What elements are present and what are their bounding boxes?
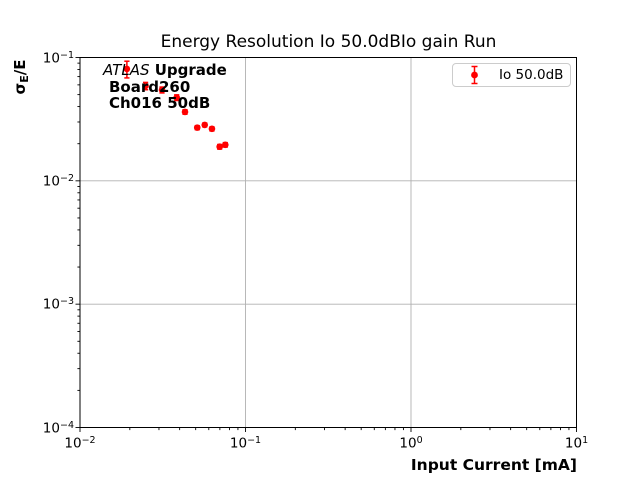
x-tick-label: 10−2: [64, 435, 96, 452]
data-point: [201, 121, 209, 129]
axes-frame: [79, 57, 577, 428]
data-point: [173, 94, 181, 101]
y-axis-label-rest: /E: [11, 59, 29, 76]
y-tick-label: 10−2: [42, 172, 74, 190]
y-tick-label: 10−4: [42, 419, 74, 437]
legend-label: Io 50.0dB: [499, 67, 564, 83]
x-tick-label: 100: [399, 435, 423, 452]
annotation-line-2: Board260: [109, 77, 191, 96]
y-axis-label-subscript: E: [18, 75, 31, 83]
annotation-line-3: Ch016 50dB: [109, 94, 211, 112]
y-axis-label: σE/E: [11, 59, 31, 95]
y-tick-label: 10−1: [42, 49, 74, 67]
data-point: [142, 82, 149, 90]
x-tick-label: 101: [564, 435, 589, 452]
data-point: [193, 124, 201, 131]
legend-box: Io 50.0dB: [452, 63, 571, 87]
x-tick-label: 10−1: [229, 435, 262, 452]
data-point: [123, 65, 131, 73]
annotation-upgrade: Upgrade: [149, 61, 227, 79]
x-axis-label: Input Current [mA]: [410, 456, 577, 474]
data-point: [216, 143, 223, 151]
annotation-line-1: ATLAS Upgrade: [103, 62, 227, 79]
annotation-block: ATLAS Upgrade Board260 Ch016 50dB: [103, 62, 227, 112]
y-tick-label: 10−3: [42, 296, 74, 313]
data-point: [208, 125, 216, 133]
data-point: [222, 141, 229, 149]
chart-title: Energy Resolution Io 50.0dBIo gain Run: [160, 32, 497, 52]
annotation-atlas: ATLAS: [103, 61, 150, 79]
legend-errorbar-icon: [471, 65, 478, 85]
y-axis-label-sigma: σ: [11, 82, 29, 95]
data-point: [181, 108, 189, 116]
data-point: [158, 86, 166, 94]
